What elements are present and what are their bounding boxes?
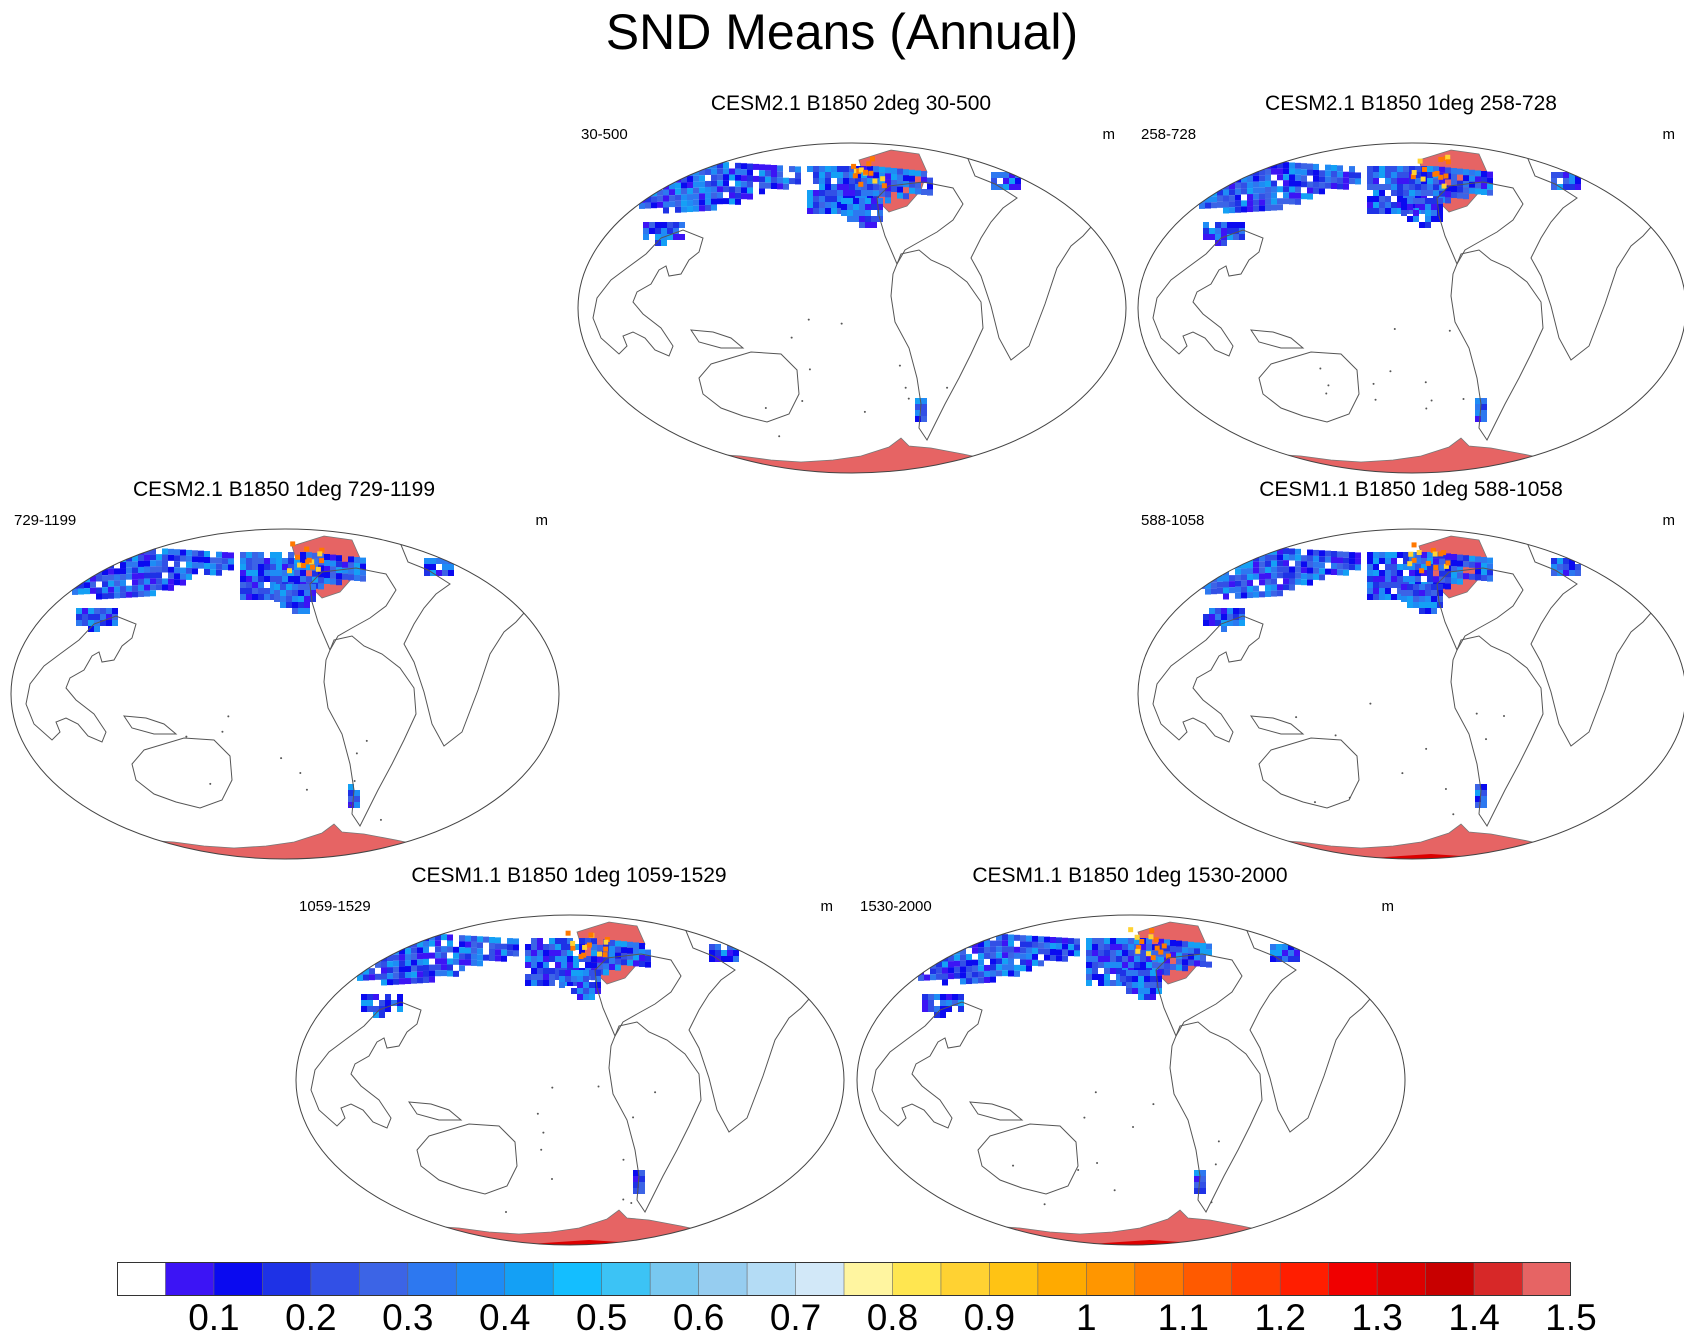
colorbar-swatch [1134, 1262, 1185, 1296]
map-svg [289, 914, 849, 1246]
colorbar-swatch [1037, 1262, 1088, 1296]
map-svg [571, 142, 1131, 474]
panel-left-string: 1059-1529 [299, 898, 371, 915]
colorbar-label: 0.5 [575, 1297, 628, 1338]
colorbar-swatch [1231, 1262, 1281, 1296]
colorbar-swatch [1473, 1262, 1524, 1296]
panel-units: m [1662, 512, 1676, 529]
colorbar-swatch [213, 1262, 264, 1296]
colorbar-swatch [1425, 1262, 1475, 1296]
map-border [295, 914, 845, 1246]
colorbar-swatch [989, 1262, 1039, 1296]
map-panel: CESM1.1 B1850 1deg 1059-1529 1059-1529 m [289, 864, 849, 1246]
map-border [1137, 528, 1684, 860]
colorbar-labels: 0.1 0.2 0.3 0.4 0.5 0.6 0.7 0.8 0.9 1 1.1 1.2 1.3 1.4… [0, 1296, 1684, 1340]
colorbar-swatch [1279, 1262, 1330, 1296]
panel-units: m [1381, 898, 1395, 915]
map-panel: CESM2.1 B1850 2deg 30-500 30-500 m [571, 92, 1131, 474]
map-border [856, 914, 1406, 1246]
colorbar-label: 0.9 [963, 1297, 1016, 1338]
colorbar-swatch [504, 1262, 555, 1296]
map-panel: CESM1.1 B1850 1deg 588-1058 588-1058 m [1131, 478, 1684, 860]
map-svg [1131, 528, 1684, 860]
main-title: SND Means (Annual) [605, 4, 1079, 60]
panel-units: m [535, 512, 549, 529]
colorbar-swatch [1376, 1262, 1427, 1296]
panel-left-string: 1530-2000 [860, 898, 932, 915]
colorbar-label: 0.2 [285, 1297, 337, 1338]
map-border [577, 142, 1127, 474]
map-svg [4, 528, 564, 860]
map-svg [1131, 142, 1684, 474]
colorbar-label: 1.2 [1254, 1297, 1306, 1338]
colorbar-swatch [165, 1262, 215, 1296]
colorbar-swatch [843, 1262, 894, 1296]
colorbar-swatch [698, 1262, 748, 1296]
colorbar-label: 1 [1076, 1297, 1097, 1338]
colorbar-swatch [940, 1262, 991, 1296]
map-border [10, 528, 560, 860]
colorbar-swatch [1086, 1262, 1136, 1296]
colorbar [117, 1262, 1571, 1296]
panel-title: CESM1.1 B1850 1deg 588-1058 [1259, 478, 1563, 501]
panel-title: CESM2.1 B1850 1deg 258-728 [1265, 92, 1557, 115]
colorbar-label: 0.4 [479, 1297, 531, 1338]
panel-title: CESM1.1 B1850 1deg 1059-1529 [411, 864, 727, 887]
colorbar-swatch [601, 1262, 651, 1296]
snow-cells [1193, 154, 1581, 422]
colorbar-swatch [1522, 1262, 1571, 1296]
colorbar-swatch [262, 1262, 312, 1296]
colorbar-label: 0.8 [866, 1297, 919, 1338]
colorbar-swatch [649, 1262, 700, 1296]
colorbar-swatch [407, 1262, 458, 1296]
map-svg [850, 914, 1410, 1246]
colorbar-label: 0.3 [382, 1297, 434, 1338]
panel-title: CESM2.1 B1850 2deg 30-500 [710, 92, 992, 115]
colorbar-label: 1.1 [1157, 1297, 1209, 1338]
colorbar-swatch [455, 1262, 506, 1296]
colorbar-swatch [359, 1262, 409, 1296]
colorbar-swatch [552, 1262, 603, 1296]
panel-title: CESM2.1 B1850 1deg 729-1199 [133, 478, 435, 501]
colorbar-swatch [795, 1262, 845, 1296]
colorbar-swatch [1328, 1262, 1378, 1296]
antarctica-deep-snow [1241, 850, 1591, 859]
panel-left-string: 588-1058 [1141, 512, 1205, 529]
colorbar-swatch [892, 1262, 942, 1296]
colorbar-label: 1.4 [1448, 1297, 1500, 1338]
panel-left-string: 729-1199 [14, 512, 77, 529]
panel-units: m [1102, 126, 1116, 143]
colorbar-label: 0.1 [188, 1297, 240, 1338]
panel-units: m [1662, 126, 1676, 143]
colorbar-label: 0.6 [672, 1297, 725, 1338]
panel-units: m [820, 898, 834, 915]
map-panel: CESM2.1 B1850 1deg 258-728 258-728 m [1131, 92, 1684, 474]
panel-left-string: 258-728 [1141, 126, 1197, 143]
panel-title: CESM1.1 B1850 1deg 1530-2000 [972, 864, 1288, 887]
antarctica-deep-snow [960, 1236, 1310, 1245]
coastlines [871, 917, 1381, 1213]
map-border [1137, 142, 1684, 474]
panel-left-string: 30-500 [581, 126, 628, 143]
map-panel: CESM1.1 B1850 1deg 1530-2000 1530-2000 m [850, 864, 1410, 1246]
map-panel: CESM2.1 B1850 1deg 729-1199 729-1199 m [4, 478, 564, 860]
antarctica-deep-snow [399, 1236, 749, 1245]
colorbar-label: 0.7 [769, 1297, 822, 1338]
colorbar-swatch [1182, 1262, 1233, 1296]
colorbar-label: 1.5 [1545, 1297, 1597, 1338]
colorbar-swatch [117, 1262, 167, 1296]
colorbar-swatch [310, 1262, 361, 1296]
colorbar-label: 1.3 [1351, 1297, 1403, 1338]
colorbar-swatch [746, 1262, 797, 1296]
